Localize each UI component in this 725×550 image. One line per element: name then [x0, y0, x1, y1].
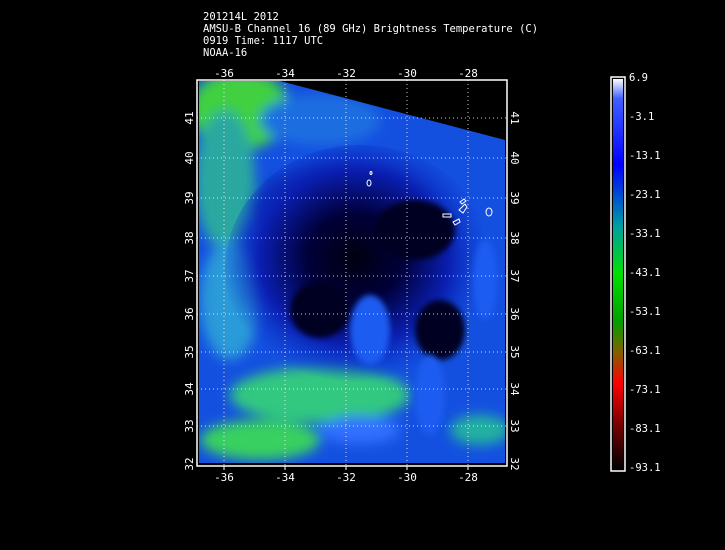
- lon-label: -28: [458, 67, 478, 80]
- lon-labels-top: -36 -34 -32 -30 -28: [214, 67, 478, 80]
- lat-label: 40: [183, 151, 196, 164]
- colorbar: [610, 76, 626, 472]
- lat-label: 35: [183, 345, 196, 358]
- lat-label: 34: [183, 382, 196, 396]
- lat-label: 39: [508, 191, 521, 204]
- header-line-4: NOAA-16: [203, 47, 248, 59]
- lat-label: 32: [508, 457, 521, 470]
- lat-label: 39: [183, 191, 196, 204]
- lat-label: 33: [183, 419, 196, 432]
- colorbar-gradient: [613, 79, 623, 469]
- map-grid: [197, 80, 507, 466]
- colorbar-label: -33.1: [629, 228, 661, 240]
- lon-label: -30: [397, 67, 417, 80]
- header-line-3: 0919 Time: 1117 UTC: [203, 35, 324, 47]
- colorbar-label: -93.1: [629, 462, 661, 474]
- lat-labels-left: 41 40 39 38 37 36 35 34 33 32: [183, 111, 196, 470]
- lat-label: 35: [508, 345, 521, 358]
- colorbar-label: 6.9: [629, 72, 648, 84]
- lat-label: 36: [183, 307, 196, 320]
- lat-label: 37: [508, 269, 521, 282]
- colorbar-label: -13.1: [629, 150, 661, 162]
- colorbar-label: -3.1: [629, 111, 655, 123]
- colorbar-label: -43.1: [629, 267, 661, 279]
- colorbar-label: -83.1: [629, 423, 661, 435]
- satellite-swath: [199, 81, 505, 463]
- colorbar-label: -63.1: [629, 345, 661, 357]
- header-line-1: 201214L 2012: [203, 11, 279, 23]
- lon-label: -36: [214, 67, 234, 80]
- lon-label: -32: [336, 471, 356, 484]
- lat-label: 37: [183, 269, 196, 282]
- lat-label: 38: [508, 231, 521, 244]
- tick-marks: [223, 466, 469, 470]
- lon-label: -36: [214, 471, 234, 484]
- lon-label: -34: [275, 471, 295, 484]
- lon-labels-bottom: -36 -34 -32 -30 -28: [214, 471, 478, 484]
- colorbar-label: -73.1: [629, 384, 661, 396]
- header-line-2: AMSU-B Channel 16 (89 GHz) Brightness Te…: [203, 23, 539, 35]
- colorbar-label: -23.1: [629, 189, 661, 201]
- lat-label: 36: [508, 307, 521, 320]
- lat-label: 34: [508, 382, 521, 396]
- lon-label: -28: [458, 471, 478, 484]
- lat-label: 32: [183, 457, 196, 470]
- lat-label: 33: [508, 419, 521, 432]
- lon-label: -32: [336, 67, 356, 80]
- lat-label: 40: [508, 151, 521, 164]
- lat-labels-right: 41 40 39 38 37 36 35 34 33 32: [508, 111, 521, 470]
- colorbar-label: -53.1: [629, 306, 661, 318]
- lat-label: 38: [183, 231, 196, 244]
- lat-label: 41: [508, 111, 521, 124]
- coastline-outlines: [366, 171, 493, 226]
- lon-label: -34: [275, 67, 295, 80]
- lat-label: 41: [183, 111, 196, 124]
- lon-label: -30: [397, 471, 417, 484]
